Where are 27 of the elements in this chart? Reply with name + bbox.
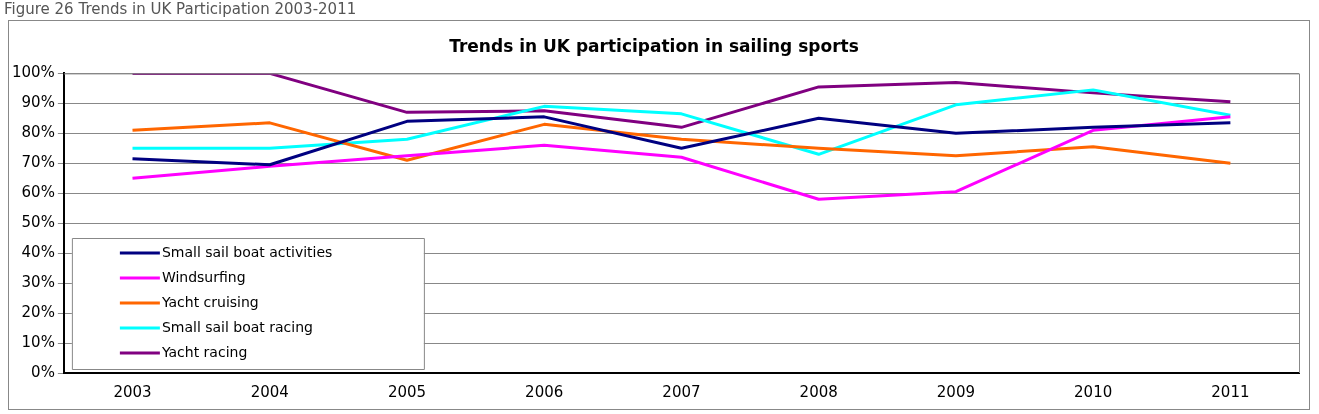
y-tick-label: 0%	[31, 362, 55, 381]
y-tick-label: 20%	[21, 302, 55, 321]
legend-label: Small sail boat racing	[161, 318, 313, 335]
x-tick-label: 2011	[1211, 382, 1250, 401]
x-tick-label: 2003	[113, 382, 152, 401]
y-tick-label: 60%	[21, 183, 55, 202]
x-tick-label: 2007	[662, 382, 701, 401]
y-tick-label: 30%	[21, 273, 55, 292]
legend-label: Yacht cruising	[160, 293, 259, 310]
y-tick-label: 70%	[21, 153, 55, 172]
y-tick-label: 100%	[11, 63, 55, 82]
x-tick-label: 2009	[936, 382, 976, 401]
legend-label: Windsurfing	[161, 268, 246, 285]
x-tick-label: 2006	[525, 382, 564, 401]
x-tick-label: 2008	[799, 382, 838, 401]
legend-label: Small sail boat activities	[161, 243, 333, 260]
y-tick-label: 90%	[21, 93, 55, 112]
chart-title: Trends in UK participation in sailing sports	[449, 35, 859, 56]
x-tick-label: 2005	[387, 382, 427, 401]
y-tick-label: 40%	[21, 243, 55, 262]
y-tick-label: 50%	[21, 213, 55, 232]
caption: Figure 26 Trends in UK Participation 2003-2011	[4, 0, 357, 18]
y-tick-label: 80%	[21, 123, 55, 142]
legend-label: Yacht racing	[160, 343, 248, 360]
x-tick-label: 2010	[1074, 382, 1113, 401]
y-tick-label: 10%	[21, 332, 55, 351]
x-tick-label: 2004	[250, 382, 289, 401]
